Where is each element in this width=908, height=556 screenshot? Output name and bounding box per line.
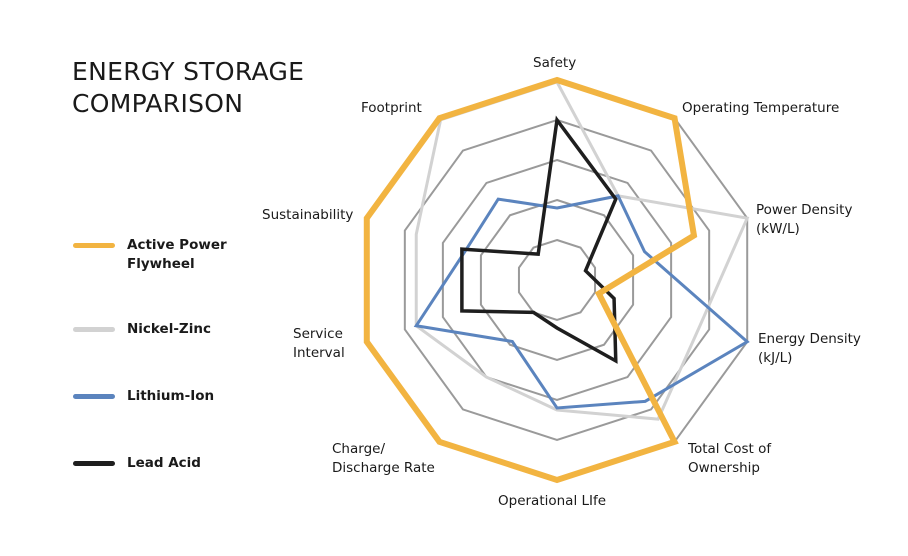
legend-item-lead-acid: Lead Acid: [73, 454, 201, 473]
axis-label-text: Footprint: [361, 100, 422, 116]
legend-item-flywheel: Active Power Flywheel: [73, 236, 227, 274]
legend-label-line: Active Power: [127, 237, 227, 253]
axis-label-service-interval: Service Interval: [293, 325, 345, 363]
axis-label-power-density: Power Density (kW/L): [756, 201, 852, 239]
legend-item-lithium-ion: Lithium-Ion: [73, 387, 214, 406]
axis-label-unit: (kJ/L): [758, 350, 793, 366]
chart-title-line-1: ENERGY STORAGE: [72, 57, 305, 86]
series-line-lithium-ion: [413, 194, 750, 410]
axis-label-text: Operational LIfe: [498, 493, 607, 509]
grid-ring: [441, 158, 673, 402]
axis-label-footprint: Footprint: [361, 99, 422, 118]
axis-label-sustainability: Sustainability: [262, 206, 353, 225]
legend-label: Active Power Flywheel: [127, 236, 227, 274]
legend-swatch: [73, 394, 115, 399]
axis-label-text: Service: [293, 326, 343, 342]
axis-label-charge-discharge-rate: Charge/Discharge Rate: [332, 440, 435, 478]
legend-label-line: Flywheel: [127, 256, 195, 272]
axis-label-text: Interval: [293, 345, 345, 361]
axis-label-text: Discharge Rate: [332, 460, 435, 476]
legend-label: Lithium-Ion: [127, 388, 215, 404]
legend-swatch: [73, 327, 115, 332]
axis-label-energy-density: Energy Density (kJ/L): [758, 330, 861, 368]
axis-label-text: Charge/: [332, 441, 385, 457]
axis-label-text: Operating Temperature: [682, 100, 840, 116]
chart-title: ENERGY STORAGE COMPARISON: [72, 56, 304, 120]
axis-label-operating-temperature: Operating Temperature: [682, 99, 839, 118]
legend-label: Lead Acid: [127, 455, 201, 471]
axis-label-text: Energy Density: [758, 331, 861, 347]
axis-label-text: Safety: [533, 55, 577, 71]
series-line-lead-acid: [460, 115, 618, 364]
axis-label-text: Ownership: [688, 460, 760, 476]
axis-label-text: Sustainability: [262, 207, 354, 223]
legend-swatch: [73, 461, 115, 466]
legend-swatch: [73, 243, 115, 248]
legend-label: Nickel-Zinc: [127, 321, 211, 337]
chart-title-line-2: COMPARISON: [72, 89, 244, 118]
axis-label-text: Total Cost of: [688, 441, 772, 457]
axis-label-text: Power Density: [756, 202, 853, 218]
axis-label-total-cost-of-ownership: Total Cost of Ownership: [688, 440, 771, 478]
grid-ring: [479, 198, 635, 362]
series-line-active-power-flywheel: [363, 76, 698, 484]
series-line-nickel-zinc: [414, 80, 750, 421]
axis-label-unit: (kW/L): [756, 221, 800, 237]
axis-label-safety: Safety: [533, 54, 576, 73]
axis-label-operational-life: Operational LIfe: [498, 492, 606, 511]
legend-item-nickel-zinc: Nickel-Zinc: [73, 320, 211, 339]
